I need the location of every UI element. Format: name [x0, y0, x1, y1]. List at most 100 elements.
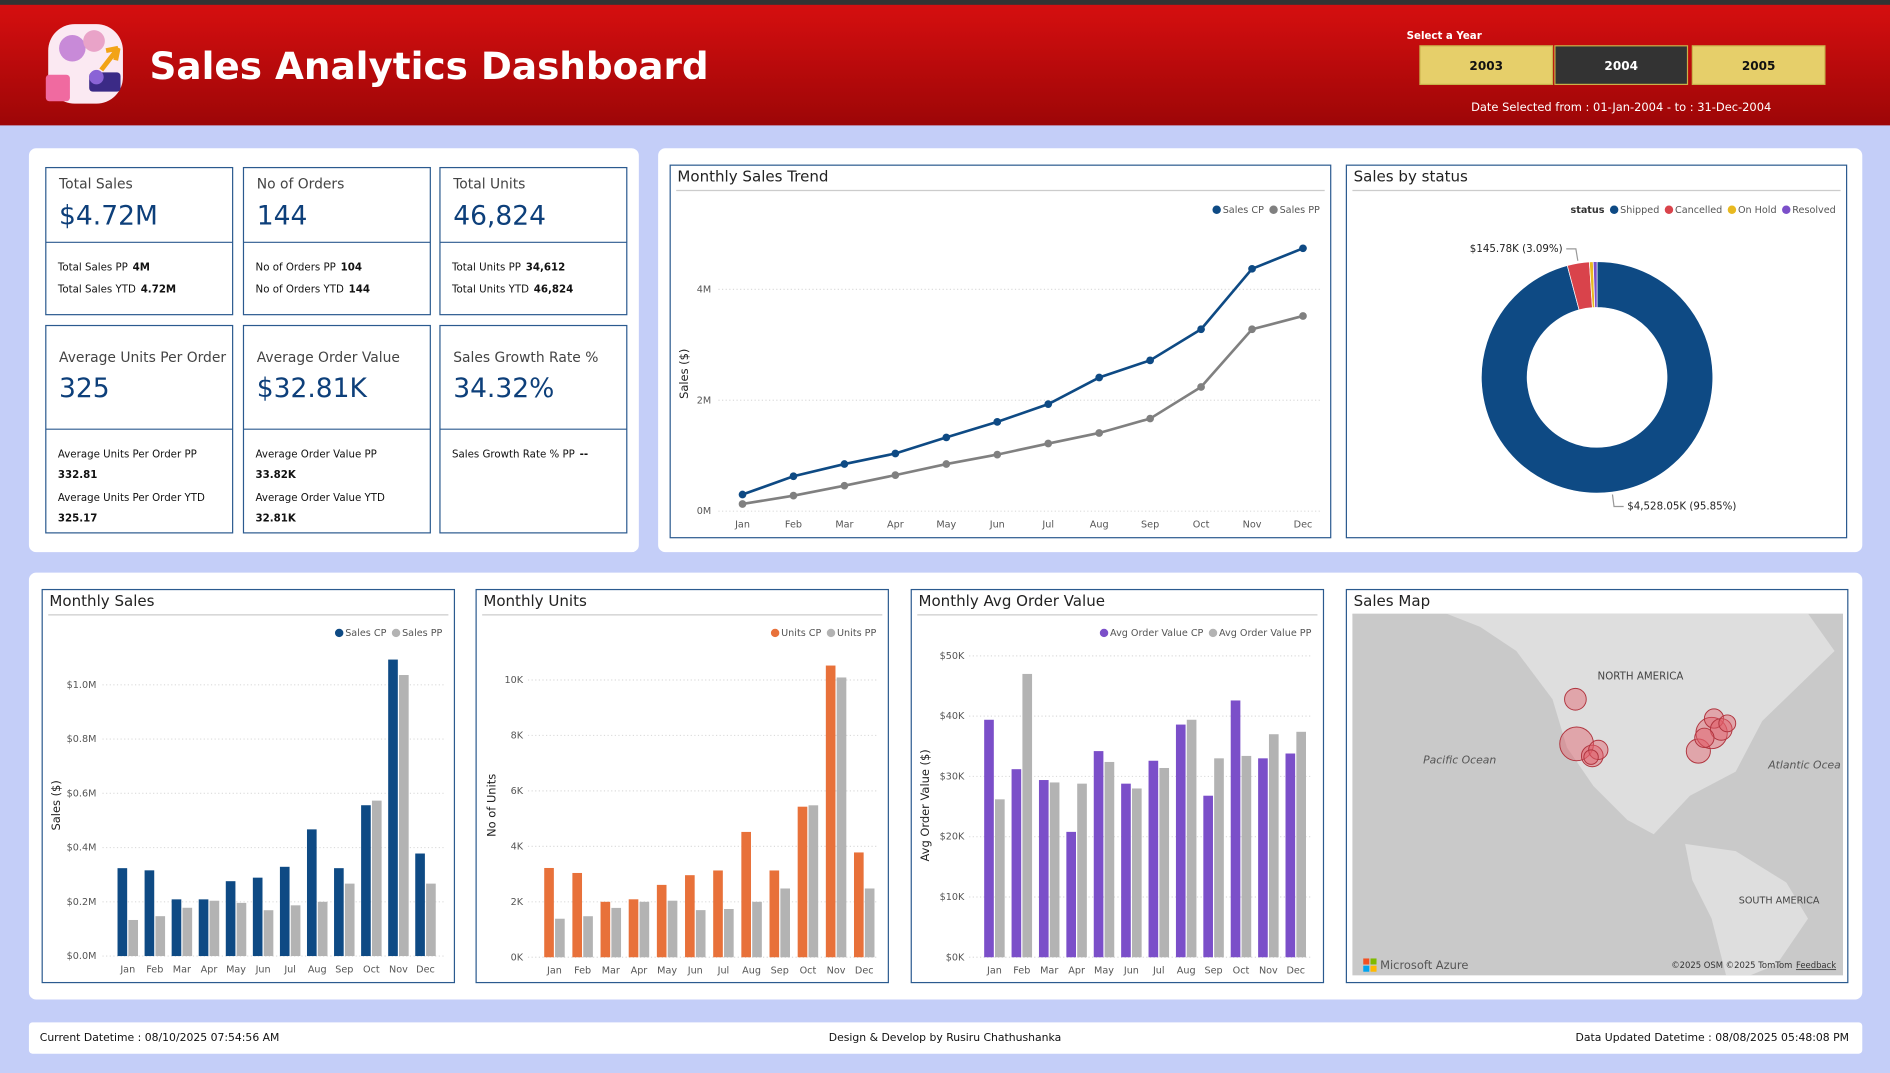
series-point	[840, 481, 849, 490]
x-tick-label: Jul	[1152, 966, 1165, 977]
bar	[128, 919, 139, 957]
bar	[344, 883, 355, 957]
legend-label: Resolved	[1792, 205, 1835, 216]
bar	[1285, 753, 1296, 958]
bar	[1214, 758, 1224, 958]
x-tick-label: Mar	[602, 966, 620, 977]
kpi-value: 34.32%	[453, 373, 554, 404]
kpi-detail-value: 46,824	[534, 283, 573, 295]
map-label: SOUTH AMERICA	[1739, 896, 1820, 907]
legend-label: Sales PP	[402, 628, 442, 639]
bar	[117, 868, 128, 957]
y-tick-label: $20K	[940, 832, 965, 843]
bar	[1175, 724, 1186, 958]
x-tick-label: May	[226, 964, 246, 975]
bar	[1121, 783, 1131, 958]
map-bubble	[1685, 738, 1711, 764]
chart-frame	[910, 588, 1325, 984]
x-tick-label: Jun	[1123, 966, 1139, 977]
x-tick-label: Sep	[1204, 966, 1222, 977]
series-point	[1248, 264, 1256, 273]
bar	[236, 902, 247, 957]
kpi-title: Total Sales	[58, 176, 133, 192]
kpi-value: $32.81K	[257, 373, 368, 404]
bar	[667, 900, 678, 958]
kpi-detail: No of Orders PP 104	[256, 262, 362, 274]
y-tick-label: 0M	[697, 506, 711, 517]
x-tick-label: Dec	[1286, 966, 1305, 977]
bar	[306, 829, 317, 957]
x-tick-label: Nov	[1259, 966, 1278, 977]
bar	[853, 852, 864, 958]
legend-swatch	[334, 628, 344, 638]
x-tick-label: Jul	[283, 964, 296, 975]
year-button[interactable]	[1691, 45, 1826, 85]
year-button[interactable]	[1419, 45, 1554, 85]
footer-panel	[28, 1022, 1863, 1054]
series-point	[891, 449, 900, 458]
x-tick-label: Sep	[771, 966, 789, 977]
kpi-detail-label: Average Units Per Order YTD	[58, 492, 205, 504]
year-button[interactable]	[1554, 45, 1689, 85]
map-bubble	[1718, 714, 1737, 733]
series-point	[1095, 373, 1104, 382]
bar	[1011, 769, 1022, 958]
series-point	[1299, 244, 1307, 253]
map-feedback[interactable]: Feedback	[1796, 960, 1836, 970]
logo-icon	[45, 24, 123, 104]
bar	[1258, 758, 1268, 958]
bar	[1038, 780, 1049, 958]
x-tick-label: Oct	[1233, 966, 1250, 977]
x-tick-label: Aug	[1090, 519, 1109, 530]
kpi-detail: Total Sales YTD 4.72M	[57, 283, 176, 295]
y-tick-label: 6K	[511, 786, 524, 797]
x-tick-label: Sep	[335, 964, 353, 975]
series-point	[1095, 429, 1104, 437]
y-tick-label: 10K	[505, 675, 524, 686]
x-tick-label: Oct	[1193, 519, 1210, 530]
kpi-detail-label: Sales Growth Rate % PP	[452, 449, 575, 461]
bar	[1159, 767, 1170, 958]
bar	[639, 901, 650, 958]
year-button-label[interactable]: 2004	[1604, 59, 1638, 73]
kpi-value: 46,824	[453, 201, 546, 232]
y-tick-label: 4M	[697, 284, 711, 295]
y-tick-label: $50K	[940, 651, 965, 662]
legend-label: Avg Order Value CP	[1110, 628, 1203, 639]
bar	[209, 900, 220, 957]
ms-logo	[1370, 958, 1377, 965]
footer-updated: Data Updated Datetime : 08/08/2025 05:48…	[1576, 1031, 1849, 1044]
x-tick-label: Jul	[717, 966, 730, 977]
bar	[797, 806, 808, 958]
bar	[1203, 795, 1213, 958]
kpi-value: $4.72M	[59, 201, 158, 232]
bar	[361, 805, 371, 957]
year-button-label[interactable]: 2003	[1469, 59, 1503, 73]
x-tick-label: Feb	[1013, 966, 1030, 977]
kpi-detail-value: 104	[341, 262, 362, 274]
bar	[780, 888, 791, 958]
year-button-label[interactable]: 2005	[1742, 59, 1776, 73]
series-point	[942, 433, 951, 442]
data-label: $4,528.05K (95.85%)	[1627, 500, 1736, 512]
kpi-detail-label: Average Order Value YTD	[256, 492, 385, 504]
bar	[399, 675, 409, 957]
legend-label: Units CP	[781, 628, 821, 639]
series-point	[993, 418, 1002, 426]
ms-logo	[1363, 965, 1370, 972]
legend-swatch	[1609, 205, 1619, 214]
kpi-title: Average Order Value	[257, 350, 400, 366]
bar	[334, 868, 344, 957]
x-tick-label: Jun	[687, 966, 703, 977]
bar	[198, 899, 209, 957]
kpi-detail-label: Total Units PP	[451, 262, 521, 274]
map-bubbles	[1559, 687, 1737, 768]
x-tick-label: Feb	[574, 966, 591, 977]
bar	[656, 884, 667, 958]
y-tick-label: 2K	[511, 897, 524, 908]
x-tick-label: Jan	[119, 964, 135, 975]
bar	[171, 899, 182, 957]
x-tick-label: May	[1094, 966, 1114, 977]
bar	[317, 901, 328, 957]
